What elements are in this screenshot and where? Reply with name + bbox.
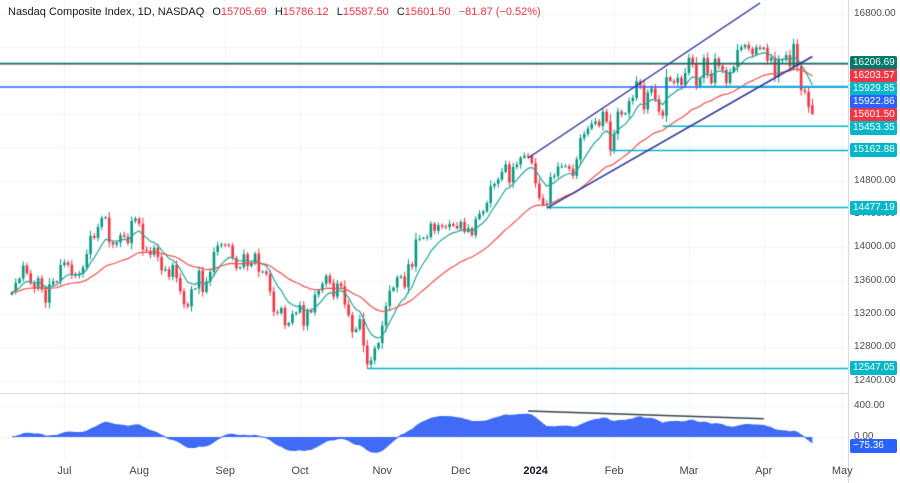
time-axis-label: Feb [604,465,624,477]
price-badge: 15162.88 [850,143,897,158]
time-axis-label: Sep [215,465,235,477]
price-badge: 15929.85 [850,82,897,97]
price-tick-label: 14800.00 [854,174,896,186]
ohlc-low-value: 15587.50 [342,6,389,18]
symbol-title[interactable]: Nasdaq Composite Index, 1D, NASDAQ [8,6,205,18]
chart-legend: Nasdaq Composite Index, 1D, NASDAQ O1570… [8,6,541,18]
chart-canvas[interactable] [0,0,848,459]
time-axis-label: Oct [291,465,309,477]
time-axis-label: Mar [679,465,699,477]
price-tick-label: 13200.00 [854,308,896,319]
price-badge: 16206.69 [850,56,897,71]
price-badge: 14477.19 [850,200,897,215]
ohlc-low-label: L [336,6,343,18]
price-tick-label: 13600.00 [854,274,896,286]
price-badge: 12547.05 [850,361,897,376]
price-tick-label: 14000.00 [854,241,896,253]
time-axis-label: May [831,465,853,477]
ohlc-open-value: 15705.69 [220,6,267,18]
time-axis[interactable]: Jul Aug Sep Oct Nov Dec 2024 Feb Mar Apr May [0,459,853,483]
price-badge: 16203.57 [850,69,897,84]
price-tick-label: 12800.00 [854,341,896,353]
time-axis-label: 2024 [523,465,548,477]
price-badge: 15601.50 [850,108,897,123]
time-axis-label: Apr [755,465,773,477]
pane-divider[interactable] [0,393,900,394]
price-axis[interactable]: 16800.0014800.0014400.0014000.0013600.00… [848,0,900,483]
price-tick-label: 16800.00 [854,8,896,19]
indicator-tick-label: 400.00 [854,400,885,411]
price-badge: 15453.35 [850,121,897,136]
ohlc-high-label: H [274,6,283,18]
time-axis-label: Aug [129,465,149,477]
indicator-badge: −75.36 [850,439,897,453]
time-axis-label: Dec [451,465,471,477]
change-value: −81.87 (−0.52%) [458,6,541,18]
ohlc-open-label: O [212,6,221,18]
ohlc-high-value: 15786.12 [282,6,329,18]
time-axis-label: Jul [57,465,72,477]
indicator-tick-label: 0.00 [854,431,874,442]
price-badge: 15922.86 [850,95,897,110]
ohlc-close-value: 15601.50 [404,6,451,18]
ohlc-close-label: C [396,6,405,18]
price-tick-label: 12400.00 [854,374,896,386]
time-axis-label: Nov [372,465,393,477]
